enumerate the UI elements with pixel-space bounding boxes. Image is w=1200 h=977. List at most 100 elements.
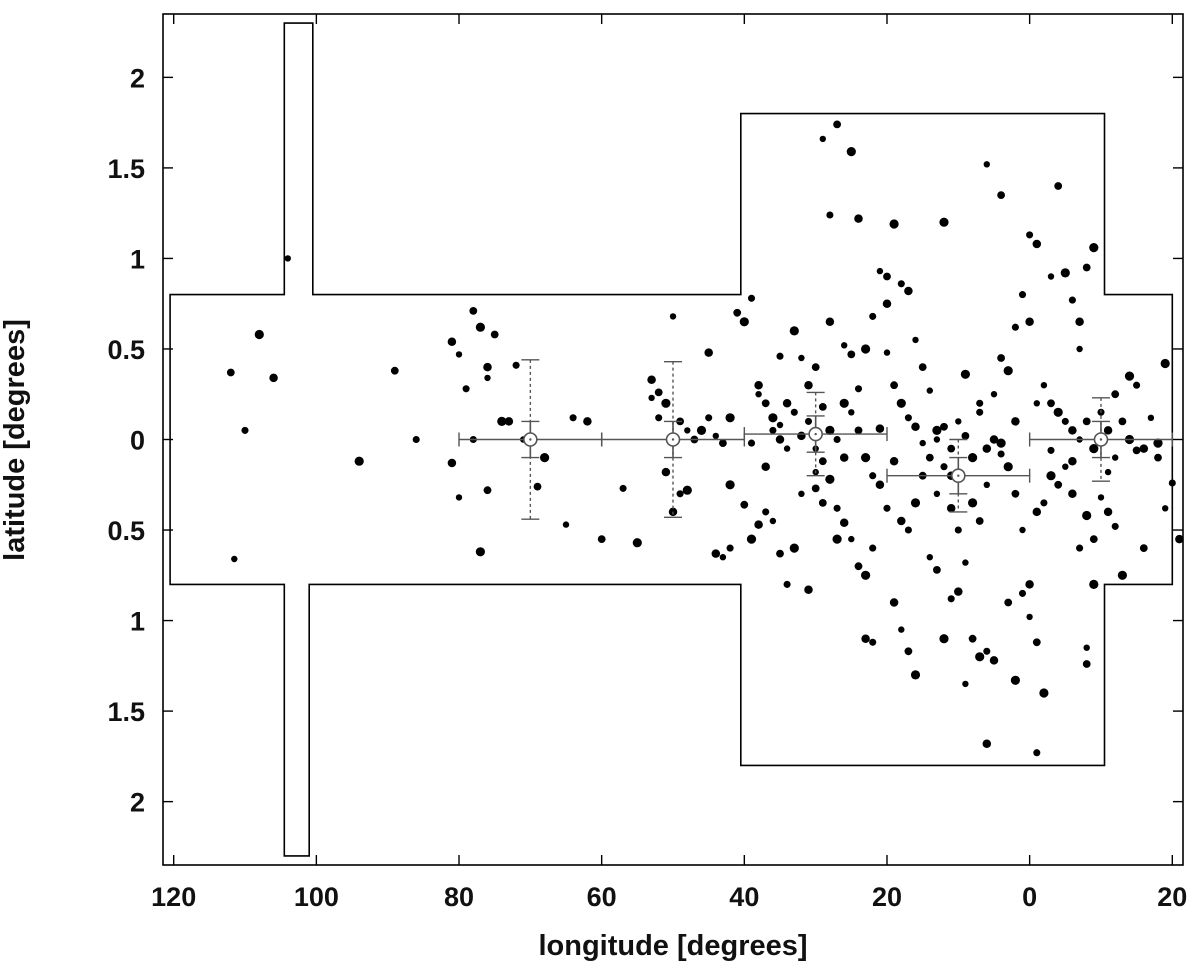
- data-point: [926, 554, 933, 561]
- y-tick-label: 0: [130, 426, 145, 456]
- data-point: [889, 598, 899, 607]
- data-point: [1111, 390, 1120, 399]
- binned-mean: [600, 360, 746, 519]
- y-tick-label: 1.5: [107, 154, 145, 184]
- data-point: [832, 534, 842, 544]
- data-point: [1010, 675, 1021, 685]
- data-point: [861, 344, 871, 354]
- data-point: [569, 414, 577, 422]
- data-point: [747, 439, 756, 447]
- data-point: [833, 120, 841, 129]
- data-point: [962, 680, 969, 688]
- data-point: [910, 498, 921, 508]
- data-point: [1112, 454, 1119, 461]
- data-point: [854, 426, 863, 435]
- binned-mean: [743, 391, 888, 477]
- data-point: [1018, 589, 1027, 597]
- data-point: [954, 526, 962, 534]
- data-point: [1082, 263, 1091, 272]
- data-point: [896, 398, 906, 408]
- data-point: [354, 456, 364, 466]
- data-point: [897, 280, 905, 288]
- data-point: [933, 436, 941, 443]
- data-point: [968, 634, 977, 643]
- data-point: [804, 585, 813, 595]
- data-point: [1082, 417, 1091, 426]
- data-point: [412, 435, 420, 444]
- x-tick-label: 40: [729, 882, 759, 912]
- data-point: [889, 456, 899, 466]
- data-point: [783, 580, 791, 588]
- data-point: [869, 544, 877, 552]
- data-point: [1089, 444, 1099, 454]
- data-point: [711, 549, 721, 558]
- data-point: [854, 562, 863, 571]
- data-point: [939, 217, 949, 227]
- data-point: [833, 504, 841, 512]
- data-point: [455, 351, 463, 358]
- x-tick-label: 0: [1022, 882, 1037, 912]
- data-point: [825, 317, 835, 327]
- data-point: [975, 517, 984, 525]
- data-point: [1162, 505, 1169, 512]
- data-point: [762, 508, 770, 516]
- binned-mean-center: [529, 438, 532, 441]
- data-point: [740, 500, 749, 509]
- data-point: [475, 547, 485, 557]
- data-point: [875, 424, 885, 433]
- data-point: [847, 350, 856, 359]
- data-point: [790, 408, 798, 416]
- data-point: [562, 521, 570, 528]
- data-point: [982, 444, 992, 453]
- y-tick-label: 1: [130, 244, 145, 274]
- data-point: [483, 486, 492, 495]
- data-point: [597, 535, 606, 543]
- data-point: [982, 739, 992, 748]
- data-point: [1032, 507, 1042, 517]
- data-point: [883, 272, 891, 281]
- data-point: [768, 413, 778, 423]
- data-point: [962, 559, 969, 566]
- data-point: [1139, 544, 1148, 552]
- data-point: [231, 555, 238, 563]
- binned-mean-center: [814, 432, 817, 436]
- data-point: [1139, 444, 1149, 453]
- data-point: [1011, 417, 1020, 426]
- data-point: [989, 435, 999, 444]
- data-point: [1097, 494, 1105, 501]
- data-point: [918, 363, 927, 371]
- data-point: [739, 317, 749, 327]
- data-point: [726, 544, 734, 552]
- data-point: [1154, 453, 1162, 462]
- data-point: [789, 543, 799, 553]
- data-point: [826, 211, 834, 219]
- y-axis-title: latitude [degrees]: [0, 319, 31, 561]
- data-point: [761, 462, 770, 471]
- data-point: [1047, 273, 1055, 280]
- data-point: [583, 417, 592, 426]
- data-point: [619, 484, 627, 492]
- data-point: [704, 348, 713, 357]
- data-point: [1033, 400, 1041, 407]
- data-point: [1089, 579, 1099, 590]
- data-point: [825, 425, 835, 435]
- data-point: [1026, 231, 1034, 239]
- y-tick-label: 2: [130, 788, 145, 818]
- data-point: [1018, 291, 1027, 299]
- data-point: [904, 526, 912, 534]
- data-point: [504, 417, 514, 426]
- data-point: [912, 336, 919, 344]
- data-point: [811, 484, 820, 493]
- data-point: [733, 308, 742, 317]
- data-point: [1033, 749, 1041, 757]
- data-point: [804, 417, 813, 425]
- data-point: [1075, 317, 1084, 327]
- data-point: [769, 517, 777, 525]
- data-point: [1083, 644, 1090, 651]
- data-point: [933, 566, 941, 574]
- data-point: [889, 219, 899, 229]
- data-point: [1032, 239, 1042, 249]
- data-point: [818, 499, 827, 507]
- data-point: [883, 504, 891, 512]
- data-point: [1054, 182, 1063, 190]
